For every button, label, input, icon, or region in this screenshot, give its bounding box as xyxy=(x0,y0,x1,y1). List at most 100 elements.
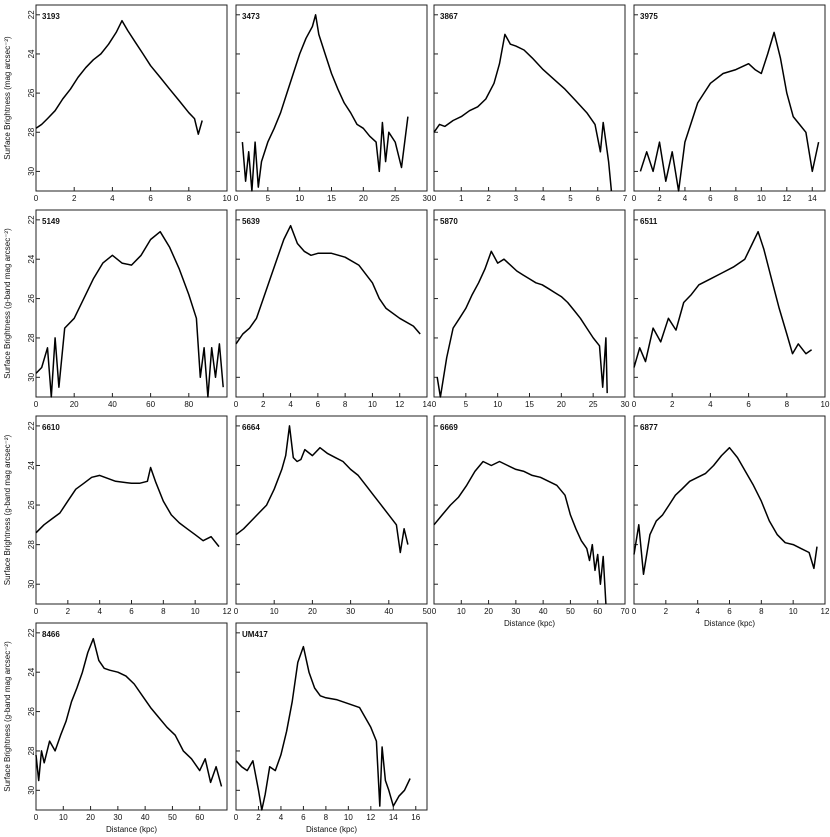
x-tick-label-3473: 15 xyxy=(327,194,336,203)
x-tick-label-6511: 2 xyxy=(670,400,675,409)
x-tick-label-3473: 30 xyxy=(423,194,432,203)
panel-8466: 0 10 20 30 40 50 60 22 24 26 28 30 8466 Surface Brigh… xyxy=(3,622,228,834)
galaxy-label-3867: 3867 xyxy=(440,12,458,21)
x-tick-label-6511: 0 xyxy=(632,400,637,409)
x-tick-label-5639: 0 xyxy=(234,400,239,409)
x-tick-label-3975: 6 xyxy=(708,194,713,203)
x-tick-label-6664: 20 xyxy=(308,607,317,616)
x-tick-label-5639: 6 xyxy=(316,400,321,409)
x-tick-label-um417: 16 xyxy=(411,813,420,822)
panel-6877: 0 2 4 6 8 10 12 6877 Distance (kpc) xyxy=(632,415,830,628)
x-tick-label-5149: 80 xyxy=(184,400,193,409)
panel-frame-6610 xyxy=(35,415,228,605)
galaxy-label-6877: 6877 xyxy=(640,423,658,432)
x-tick-label-um417: 8 xyxy=(324,813,329,822)
y-tick-label-3193: 22 xyxy=(27,10,36,19)
y-tick-label-5149: 28 xyxy=(27,333,36,342)
galaxy-label-6610: 6610 xyxy=(42,423,60,432)
profile-line-8466 xyxy=(35,637,223,787)
y-tick-label-8466: 28 xyxy=(27,746,36,755)
x-tick-label-8466: 0 xyxy=(34,813,39,822)
x-tick-label-6877: 0 xyxy=(632,607,637,616)
x-tick-label-3975: 10 xyxy=(757,194,766,203)
y-tick-label-5149: 24 xyxy=(27,254,36,263)
x-tick-label-5639: 10 xyxy=(368,400,377,409)
panel-frame-3867 xyxy=(433,4,626,192)
x-tick-label-6664: 50 xyxy=(423,607,432,616)
y-tick-label-6610: 28 xyxy=(27,540,36,549)
x-tick-label-5870: 25 xyxy=(589,400,598,409)
profile-line-6610 xyxy=(35,466,220,548)
y-tick-label-6610: 30 xyxy=(27,579,36,588)
x-tick-label-6511: 8 xyxy=(785,400,790,409)
profile-line-6669 xyxy=(433,460,607,605)
x-tick-label-um417: 6 xyxy=(301,813,306,822)
x-tick-label-6511: 10 xyxy=(821,400,830,409)
y-tick-label-5149: 30 xyxy=(27,372,36,381)
x-tick-label-3473: 25 xyxy=(391,194,400,203)
x-tick-label-5870: 0 xyxy=(432,400,437,409)
x-tick-label-8466: 50 xyxy=(168,813,177,822)
y-axis-title-5149: Surface Brightness (g-band mag arcsec⁻²) xyxy=(3,228,12,379)
x-tick-label-6877: 12 xyxy=(821,607,830,616)
panel-frame-6664 xyxy=(235,415,428,605)
x-tick-label-3193: 10 xyxy=(223,194,232,203)
panel-5149: 0 20 40 60 80 22 24 26 28 30 5149 Surface Brightnes… xyxy=(3,209,228,409)
panel-3473: 0 5 10 15 20 25 30 3473 xyxy=(234,4,432,203)
x-tick-label-6610: 6 xyxy=(129,607,134,616)
panel-frame-6877 xyxy=(633,415,826,605)
x-tick-label-3867: 4 xyxy=(541,194,546,203)
x-tick-label-6610: 4 xyxy=(97,607,102,616)
x-tick-label-um417: 4 xyxy=(279,813,284,822)
x-tick-label-6669: 10 xyxy=(457,607,466,616)
y-tick-label-3193: 26 xyxy=(27,88,36,97)
x-tick-label-5149: 20 xyxy=(70,400,79,409)
x-tick-label-3473: 10 xyxy=(295,194,304,203)
x-tick-label-3975: 12 xyxy=(782,194,791,203)
y-tick-label-3193: 24 xyxy=(27,49,36,58)
x-tick-label-3193: 0 xyxy=(34,194,39,203)
x-tick-label-3975: 8 xyxy=(734,194,739,203)
y-tick-label-3193: 28 xyxy=(27,127,36,136)
x-tick-label-5149: 60 xyxy=(146,400,155,409)
profile-line-5149 xyxy=(35,230,224,398)
y-tick-label-8466: 30 xyxy=(27,785,36,794)
y-tick-label-8466: 26 xyxy=(27,707,36,716)
x-tick-label-8466: 60 xyxy=(195,813,204,822)
panel-frame-3193 xyxy=(35,4,228,192)
galaxy-label-6669: 6669 xyxy=(440,423,458,432)
panel-frame-5639 xyxy=(235,209,428,398)
panel-um417: 0 2 4 6 8 10 12 14 16 UM417 Distance (kpc) xyxy=(234,622,428,834)
x-axis-title-6877: Distance (kpc) xyxy=(704,619,755,628)
x-tick-label-3473: 5 xyxy=(266,194,271,203)
galaxy-label-5639: 5639 xyxy=(242,217,260,226)
panel-3975: 0 2 4 6 8 10 12 14 3975 xyxy=(632,4,826,203)
x-tick-label-6669: 20 xyxy=(484,607,493,616)
x-tick-label-um417: 14 xyxy=(389,813,398,822)
profile-line-3473 xyxy=(241,14,409,192)
y-tick-label-8466: 22 xyxy=(27,628,36,637)
panel-5639: 0 2 4 6 8 10 12 14 5639 xyxy=(234,209,432,409)
x-tick-label-3867: 0 xyxy=(432,194,437,203)
x-axis-title-6669: Distance (kpc) xyxy=(504,619,555,628)
x-tick-label-3975: 4 xyxy=(683,194,688,203)
x-tick-label-6669: 40 xyxy=(539,607,548,616)
x-tick-label-3193: 4 xyxy=(110,194,115,203)
x-tick-label-3193: 6 xyxy=(148,194,153,203)
galaxy-label-um417: UM417 xyxy=(242,630,268,639)
x-tick-label-5149: 0 xyxy=(34,400,39,409)
galaxy-label-3975: 3975 xyxy=(640,12,658,21)
x-axis-title-um417: Distance (kpc) xyxy=(306,825,357,834)
x-tick-label-3473: 0 xyxy=(234,194,239,203)
panel-frame-3473 xyxy=(235,4,428,192)
x-tick-label-6511: 4 xyxy=(708,400,713,409)
x-tick-label-8466: 10 xyxy=(59,813,68,822)
x-tick-label-6664: 40 xyxy=(384,607,393,616)
panel-frame-5870 xyxy=(433,209,626,398)
x-tick-label-6877: 10 xyxy=(789,607,798,616)
x-axis-title-8466: Distance (kpc) xyxy=(106,825,157,834)
x-tick-label-3193: 2 xyxy=(72,194,77,203)
x-tick-label-6511: 6 xyxy=(746,400,751,409)
